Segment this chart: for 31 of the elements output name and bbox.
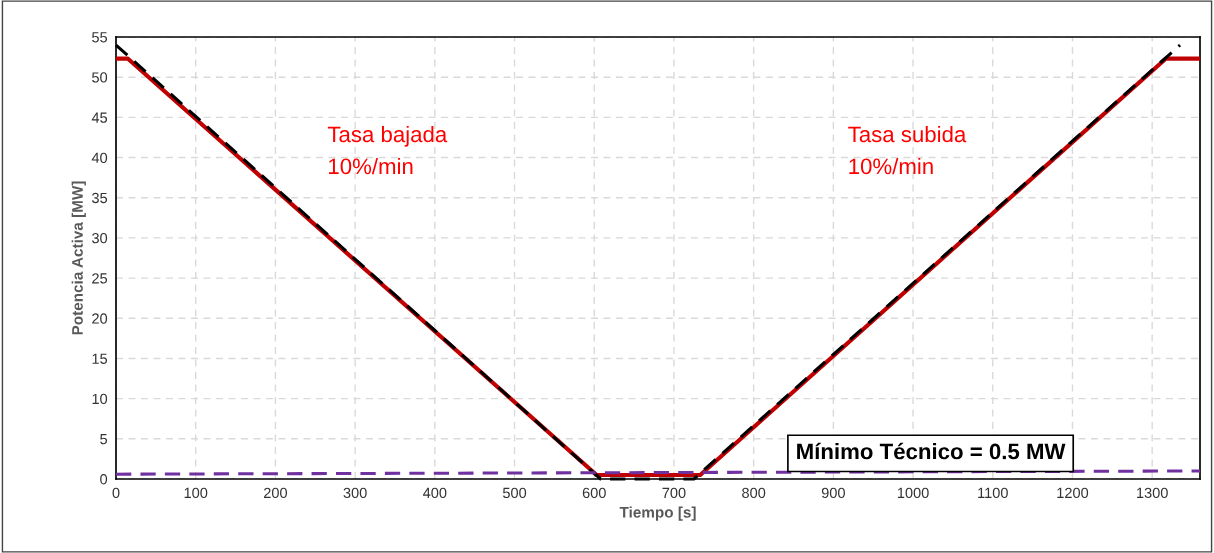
y-tick-label: 35 [92,192,108,204]
x-tick-label: 500 [502,487,527,499]
y-tick-label: 0 [100,474,108,485]
x-tick-label: 100 [184,487,208,499]
y-tick-label: 55 [92,32,108,43]
x-tick-label: 900 [821,487,845,499]
y-tick-label: 25 [92,273,108,284]
x-tick-label: 800 [742,487,766,499]
annotation: Mínimo Técnico = 0.5 MW [797,442,1066,460]
x-tick-label: 300 [343,487,367,499]
y-tick-label: 10 [92,393,108,405]
x-tick-label: 700 [662,487,686,499]
annotation: Tasa subida 10%/min [848,125,967,175]
x-tick-label: 1300 [1137,487,1168,499]
y-tick-label: 20 [92,313,108,324]
y-tick-label: 40 [91,152,108,163]
y-tick-label: 45 [91,112,108,123]
y-tick-label: 30 [92,233,108,244]
y-tick-label: 5 [100,434,108,445]
y-tick-label: 15 [92,353,108,364]
y-axis-title: Potencia Activa [MW] [71,181,86,335]
x-axis-title: Tiempo [s] [619,506,696,521]
annotation: Tasa bajada 10%/min [327,125,448,175]
x-tick-label: 600 [582,487,606,499]
x-tick-label: 0 [112,487,120,499]
x-tick-label: 400 [422,487,447,499]
x-tick-label: 1000 [897,487,929,499]
x-tick-label: 1100 [978,487,1008,499]
x-tick-label: 1200 [1057,487,1089,499]
y-tick-label: 50 [92,72,108,83]
x-tick-label: 200 [263,487,288,499]
